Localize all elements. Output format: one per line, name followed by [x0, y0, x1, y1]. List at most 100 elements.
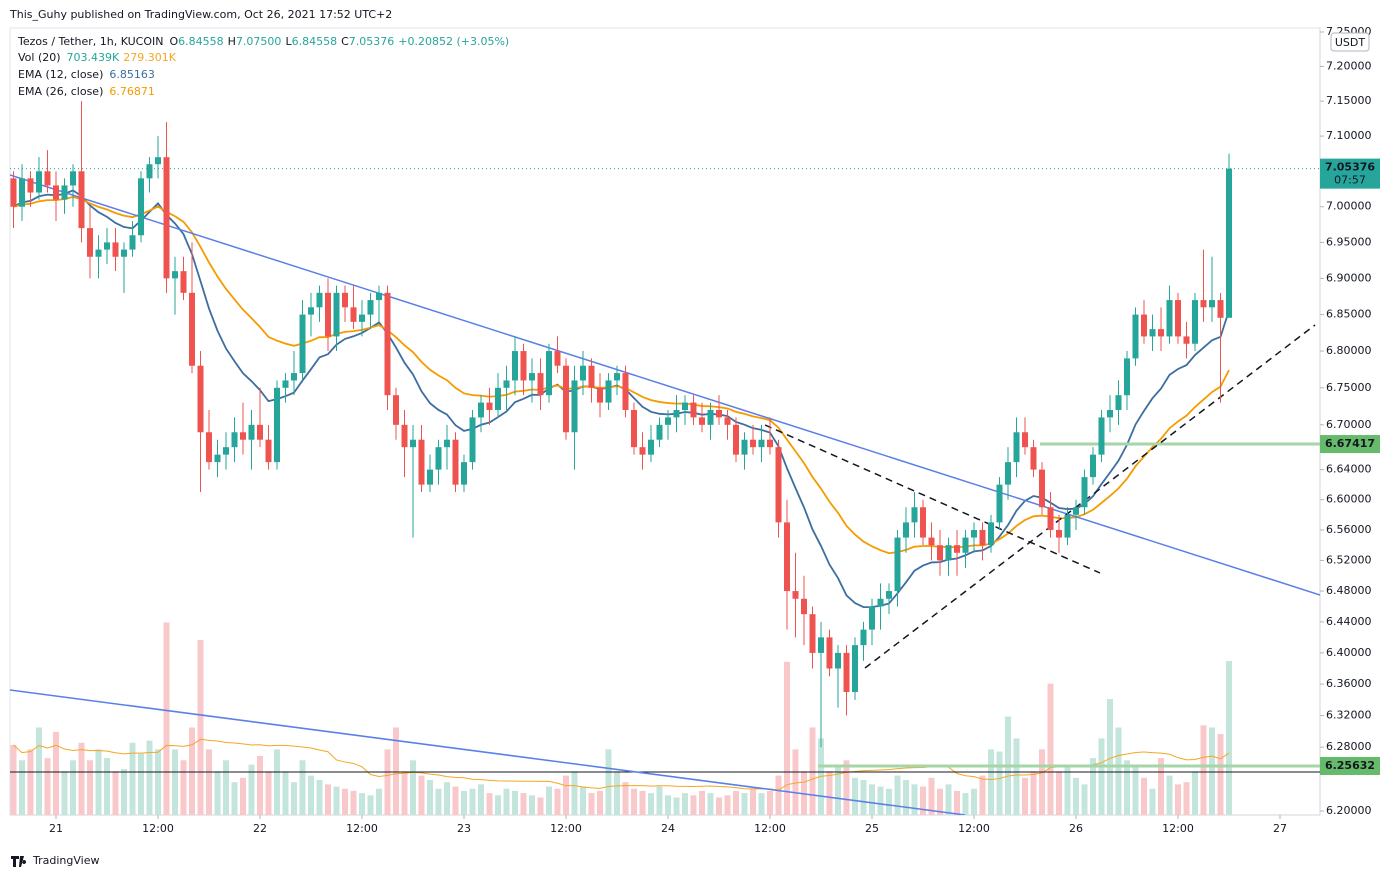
indicator-name: EMA (12, close): [18, 68, 103, 81]
y-tick-label: 6.75000: [1326, 381, 1372, 394]
volume-bar: [945, 784, 952, 815]
volume-bar: [1081, 784, 1088, 815]
volume-bar: [197, 639, 204, 815]
volume-bar: [163, 622, 170, 815]
candle-body: [869, 606, 875, 630]
y-tick-label: 6.60000: [1326, 493, 1372, 506]
volume-bar: [452, 786, 459, 815]
candle-body: [223, 447, 229, 455]
candle-body: [274, 387, 280, 463]
x-tick-label: 24: [661, 822, 675, 835]
candle-body: [1107, 409, 1113, 418]
legend-line: EMA (12, close) 6.85163: [18, 68, 155, 81]
candle-body: [1226, 168, 1232, 318]
volume-bar: [639, 790, 646, 815]
candle-body: [605, 380, 612, 403]
volume-bar: [87, 760, 93, 815]
volume-bar: [903, 779, 909, 815]
publisher: This_Guhy published on TradingView.com, …: [9, 8, 392, 21]
volume-bar: [988, 749, 994, 815]
volume-bar: [435, 788, 442, 815]
y-tick-label: 6.56000: [1326, 523, 1372, 536]
indicator-pane: [10, 168, 1320, 791]
x-tick-label: 12:00: [550, 822, 582, 835]
volume-bar: [894, 775, 901, 815]
candle-body: [597, 387, 603, 403]
volume-bar: [61, 771, 68, 815]
candle-body: [155, 157, 161, 165]
volume-bar: [512, 790, 518, 815]
candle-body: [1200, 300, 1207, 308]
currency: USDT: [1335, 36, 1366, 49]
candle-body: [180, 271, 187, 293]
volume-bar: [376, 788, 382, 815]
volume-bar: [622, 782, 629, 815]
candle-body: [87, 228, 93, 257]
trend-line: [10, 174, 1320, 596]
candle-body: [894, 537, 901, 592]
y-tick-label: 6.85000: [1326, 308, 1372, 321]
candle-body: [843, 652, 850, 692]
y-tick-label: 6.95000: [1326, 235, 1372, 248]
candle-body: [393, 395, 399, 425]
candle-body: [1081, 477, 1088, 508]
volume-bar: [1149, 788, 1156, 815]
volume-bar: [342, 788, 348, 815]
indicator-value: 279.301K: [123, 51, 176, 64]
logo: [11, 856, 27, 867]
volume-bar: [911, 784, 918, 815]
legend-line: Tezos / Tether, 1h, KUCOIN O6.84558 H7.075…: [17, 35, 509, 48]
volume-bar: [648, 793, 654, 815]
candle-body: [733, 424, 739, 455]
volume-bar: [214, 771, 221, 815]
volume-bar: [741, 793, 748, 815]
currency-box: [1330, 32, 1370, 52]
volume-bar: [554, 788, 561, 815]
candle-body: [724, 417, 731, 425]
axes: 7.250007.200007.150007.100007.000006.950…: [49, 25, 1380, 835]
candle-body: [231, 432, 238, 448]
candle-body: [665, 417, 671, 425]
volume-bar: [1183, 782, 1190, 815]
volume-bar: [299, 760, 306, 815]
candle-body: [682, 402, 688, 410]
candle-body: [716, 409, 722, 418]
candle-body: [614, 373, 620, 381]
volume-bar: [682, 793, 688, 815]
volume-bar: [231, 782, 238, 815]
y-tick-label: 7.15000: [1326, 94, 1372, 107]
candle-body: [1115, 395, 1122, 410]
volume-bar: [537, 797, 544, 815]
x-tick-label: 27: [1273, 822, 1287, 835]
candle-body: [1056, 529, 1062, 538]
candle-body: [44, 171, 51, 186]
last-price-label: 7.05376: [1325, 161, 1375, 174]
volume-bar: [478, 784, 484, 815]
level-label-box: [1320, 435, 1380, 454]
volume-bar: [282, 771, 289, 815]
volume-bar: [656, 786, 663, 815]
volume-bar: [1030, 771, 1037, 815]
volume-bar: [631, 788, 637, 815]
volume-bar: [223, 760, 229, 815]
volume-bar: [614, 771, 620, 815]
ema-line: [13, 196, 1230, 555]
legend: Tezos / Tether, 1h, KUCOIN O6.84558 H7.075…: [17, 35, 509, 98]
volume-bar: [316, 779, 323, 815]
volume-bar: [367, 795, 374, 815]
volume-bar: [767, 790, 773, 815]
candle-body: [248, 424, 255, 440]
volume-bar: [138, 753, 144, 815]
volume-bar: [172, 749, 178, 815]
candle-body: [461, 462, 467, 485]
candle-body: [1166, 300, 1173, 337]
volume-bar: [920, 786, 926, 815]
candle-body: [1183, 336, 1190, 344]
candle-body: [503, 380, 510, 388]
candle-body: [1175, 300, 1181, 337]
candle-body: [1047, 507, 1054, 530]
candle-body: [818, 637, 824, 653]
volume-bar: [503, 788, 510, 815]
candle-body: [971, 529, 977, 538]
volume-bar: [495, 795, 501, 815]
